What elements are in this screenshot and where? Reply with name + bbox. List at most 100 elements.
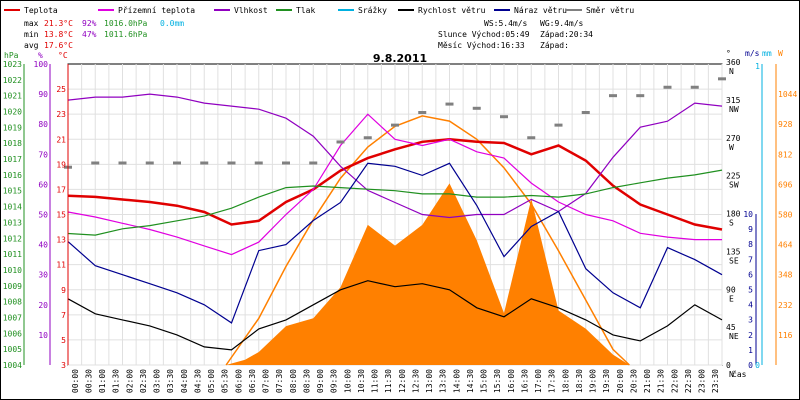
x-tick-label: 03:00 xyxy=(153,369,162,393)
axis-direction-label: NW xyxy=(729,105,739,114)
series-line-tlak xyxy=(67,169,723,236)
axis-pressure-tick: 1008 xyxy=(3,298,22,307)
axis-direction-label: W xyxy=(729,143,734,152)
wind-direction-mark xyxy=(554,123,563,127)
x-tick-label: 20:00 xyxy=(616,369,625,393)
wind-direction-mark xyxy=(336,140,345,144)
axis-direction-label: N xyxy=(729,370,734,379)
axis-direction-tick: 360 xyxy=(726,58,741,67)
axis-pressure-tick: 1006 xyxy=(3,329,22,338)
axis-pressure-tick: 1007 xyxy=(3,313,22,322)
axis-pressure-tick: 1009 xyxy=(3,282,22,291)
axis-wind-tick: 3 xyxy=(748,316,753,325)
wind-direction-mark xyxy=(145,161,154,165)
series-line-náraz-větru xyxy=(67,162,723,324)
axis-solar-tick: 1044 xyxy=(778,90,797,99)
wind-direction-mark xyxy=(118,161,127,165)
wind-direction-mark xyxy=(418,111,427,114)
axis-pressure-tick: 1015 xyxy=(3,187,22,196)
legend-label: Srážky xyxy=(358,6,387,15)
unit-hpa: hPa xyxy=(4,51,19,60)
wind-direction-mark xyxy=(200,161,209,165)
wind-direction-mark xyxy=(636,94,645,98)
axis-direction-label: NE xyxy=(729,332,739,341)
x-tick-label: 21:00 xyxy=(643,369,652,393)
x-tick-label: 15:30 xyxy=(493,369,502,393)
axis-pressure-tick: 1010 xyxy=(3,266,22,275)
axis-humidity-tick: 40 xyxy=(38,241,48,250)
stat-min-label: min xyxy=(24,30,39,39)
axis-wind-tick: 10 xyxy=(743,210,753,219)
stat-sun: Slunce Východ:05:49 xyxy=(438,30,530,39)
axis-temperature-tick: 23 xyxy=(56,110,66,119)
x-tick-label: 18:30 xyxy=(575,369,584,393)
stat-wind-speed: WS:5.4m/s xyxy=(484,19,528,28)
wind-direction-mark xyxy=(663,85,672,89)
x-tick-label: 12:30 xyxy=(411,369,420,393)
series-line-teplota xyxy=(67,138,723,231)
unit-w: W xyxy=(778,49,783,58)
unit-time: čas xyxy=(732,369,747,379)
wind-direction-mark xyxy=(391,123,399,127)
wind-direction-mark xyxy=(718,77,726,81)
legend-label: Tlak xyxy=(296,6,315,15)
axis-direction-label: N xyxy=(729,67,734,76)
x-tick-label: 11:00 xyxy=(371,369,380,393)
legend-label: Rychlost větru xyxy=(418,6,486,15)
series-line-přízemní-teplota xyxy=(67,113,722,256)
axis-pressure-tick: 1012 xyxy=(3,234,22,243)
x-tick-label: 19:30 xyxy=(602,369,611,393)
x-tick-label: 07:30 xyxy=(275,369,284,393)
axis-solar-tick: 232 xyxy=(778,301,793,310)
series-line-rychlost-větru xyxy=(67,280,723,351)
x-tick-label: 17:30 xyxy=(548,369,557,393)
x-tick-label: 06:00 xyxy=(234,369,243,393)
wind-direction-mark xyxy=(500,115,508,119)
axis-rain-tick: 1 xyxy=(755,62,760,71)
axis-temperature-tick: 9 xyxy=(61,286,66,295)
wind-direction-mark xyxy=(445,102,454,106)
wind-direction-mark xyxy=(581,111,590,114)
x-tick-label: 18:00 xyxy=(561,369,570,393)
axis-pressure-tick: 1023 xyxy=(3,60,22,69)
x-tick-label: 16:30 xyxy=(520,369,529,393)
stat-avg-temp: 17.6°C xyxy=(44,41,73,50)
x-tick-label: 02:30 xyxy=(139,369,148,393)
axis-units: hPa % °C ° m/s mm W čas xyxy=(4,49,783,379)
axis-wind-tick: 0 xyxy=(748,361,753,370)
stat-min-pressure: 1011.6hPa xyxy=(104,30,148,39)
axis-wind-tick: 5 xyxy=(748,286,753,295)
axis-pressure-tick: 1019 xyxy=(3,123,22,132)
axis-direction-tick: 270 xyxy=(726,134,741,143)
x-tick-label: 06:30 xyxy=(248,369,257,393)
series-sun-curve xyxy=(225,115,630,366)
x-tick-label: 01:00 xyxy=(98,369,107,393)
wind-direction-mark xyxy=(91,161,100,165)
x-tick-label: 15:00 xyxy=(480,369,489,393)
axis-wind-tick: 9 xyxy=(748,225,753,234)
x-tick-label: 08:00 xyxy=(289,369,298,393)
axis-pressure-tick: 1005 xyxy=(3,345,22,354)
stat-moonset: Západ: xyxy=(540,41,569,50)
x-tick-label: 23:00 xyxy=(698,369,707,393)
legend: Teplota Přízemní teplota Vlhkost Tlak Srážky… xyxy=(4,6,634,15)
axis-direction-tick: 90 xyxy=(726,285,736,294)
axis-solar-tick: 928 xyxy=(778,120,793,129)
axes: 1004100510061007100810091010101110121013… xyxy=(3,58,798,393)
stat-min-temp: 13.8°C xyxy=(44,30,73,39)
series-line-vlhkost xyxy=(67,93,723,219)
wind-direction-mark xyxy=(472,106,481,110)
axis-direction-label: E xyxy=(729,294,734,303)
x-tick-label: 14:00 xyxy=(452,369,461,393)
axis-pressure-tick: 1022 xyxy=(3,76,22,85)
x-tick-label: 00:00 xyxy=(71,369,80,393)
x-tick-label: 17:00 xyxy=(534,369,543,393)
stat-moon: Měsíc Východ:16:33 xyxy=(438,41,525,50)
wind-direction-mark xyxy=(282,161,290,165)
unit-degc: °C xyxy=(58,51,68,60)
x-tick-label: 11:30 xyxy=(384,369,393,393)
unit-degree: ° xyxy=(726,49,731,58)
unit-mm: mm xyxy=(762,49,772,58)
chart-title: 9.8.2011 xyxy=(373,52,427,65)
axis-pressure-tick: 1004 xyxy=(3,361,22,370)
